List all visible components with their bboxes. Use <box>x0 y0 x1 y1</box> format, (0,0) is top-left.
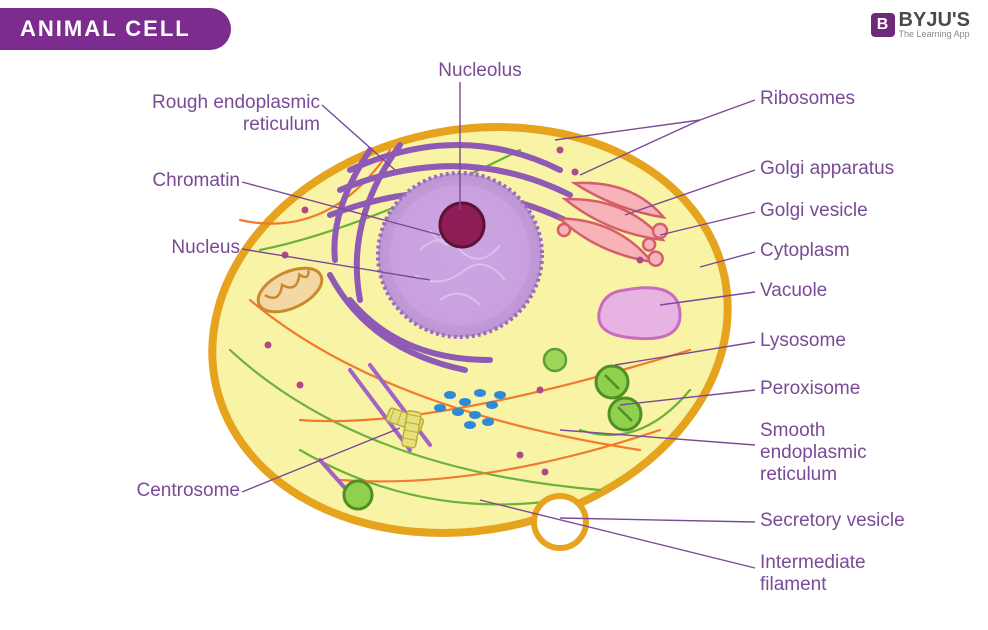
label-cytoplasm: Cytoplasm <box>760 240 980 262</box>
secretory-pocket <box>534 496 586 548</box>
leader-secretory-vesicle <box>560 518 755 522</box>
label-nucleolus: Nucleolus <box>400 60 560 82</box>
label-golgi-vesicle: Golgi vesicle <box>760 200 980 222</box>
label-ribosomes: Ribosomes <box>760 88 960 110</box>
label-vacuole: Vacuole <box>760 280 980 302</box>
vacuole-shape <box>599 288 680 339</box>
label-secretory-vesicle: Secretory vesicle <box>760 510 980 532</box>
label-peroxisome: Peroxisome <box>760 378 980 400</box>
label-nucleus: Nucleus <box>80 237 240 259</box>
label-rough-er: Rough endoplasmic reticulum <box>40 92 320 136</box>
leader-intermediate-filament <box>480 500 755 568</box>
label-smooth-er: Smooth endoplasmic reticulum <box>760 420 980 486</box>
label-chromatin: Chromatin <box>60 170 240 192</box>
label-lysosome: Lysosome <box>760 330 980 352</box>
label-centrosome: Centrosome <box>60 480 240 502</box>
nucleolus-shape <box>440 203 484 247</box>
label-intermediate-filament: Intermediate filament <box>760 552 980 596</box>
label-golgi: Golgi apparatus <box>760 158 980 180</box>
